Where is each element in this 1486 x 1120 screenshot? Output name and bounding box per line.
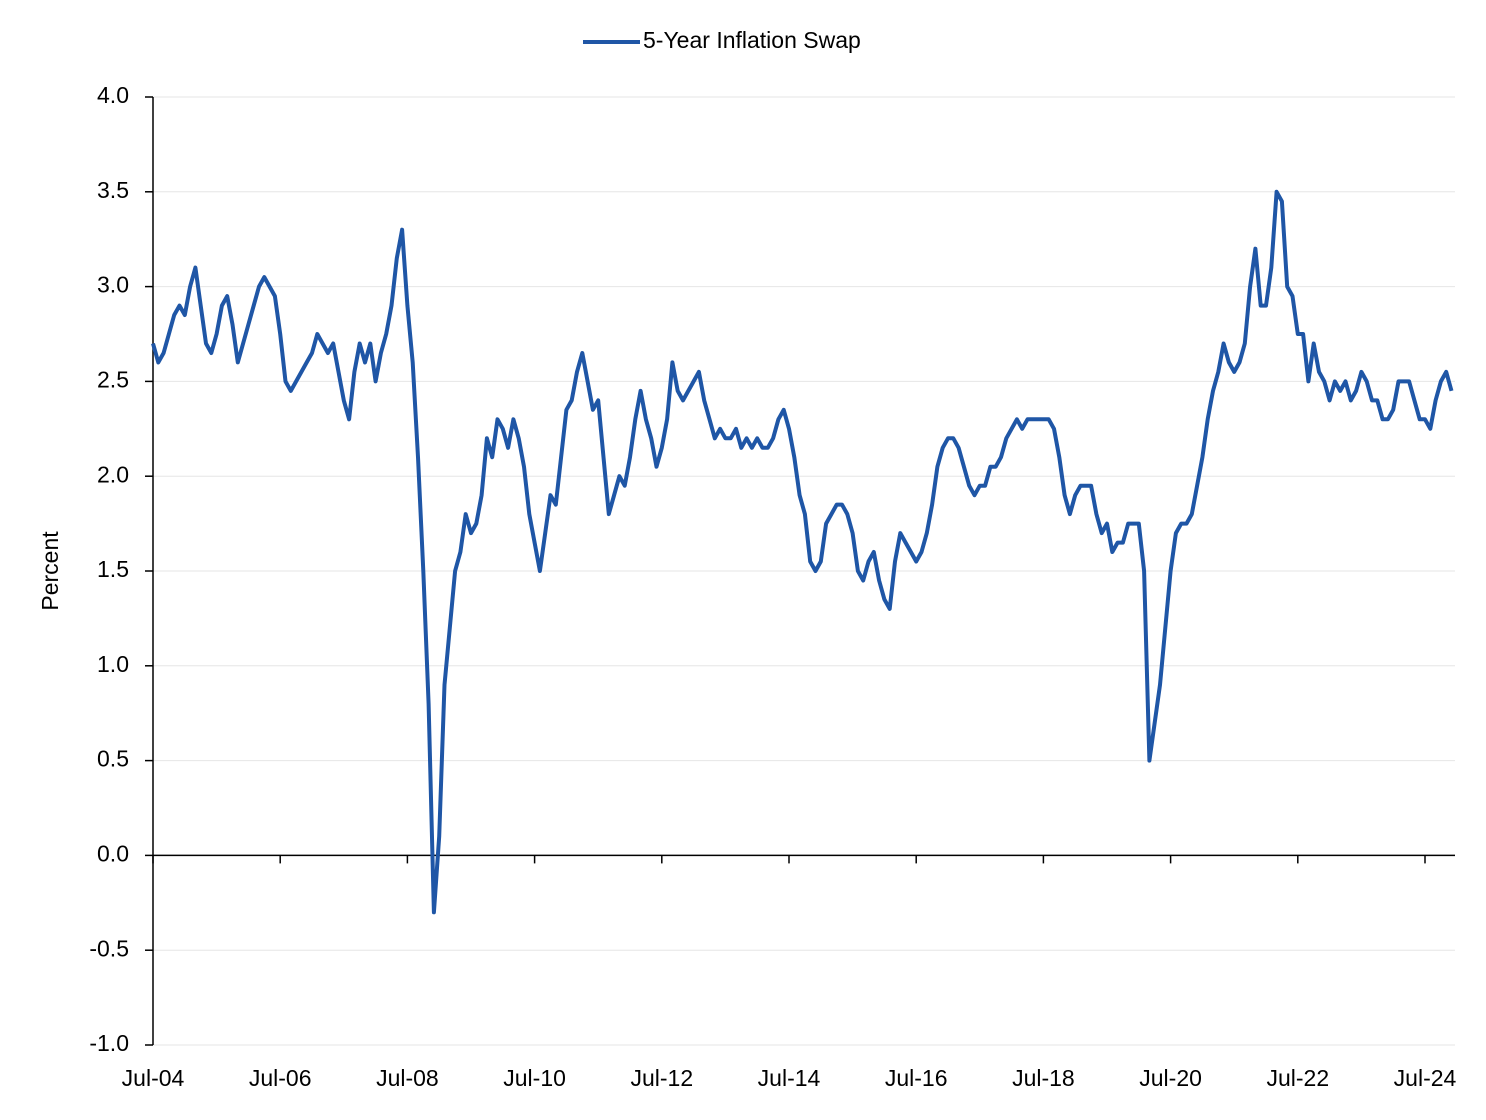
y-tick-label: -1.0 [89, 1030, 129, 1056]
y-axis-label: Percent [37, 531, 63, 611]
x-tick-label: Jul-06 [249, 1065, 312, 1091]
x-tick-label: Jul-18 [1012, 1065, 1075, 1091]
y-tick-label: -0.5 [89, 935, 129, 961]
x-tick-label: Jul-08 [376, 1065, 439, 1091]
y-tick-label: 1.5 [97, 556, 129, 582]
y-tick-label: 3.0 [97, 272, 129, 298]
y-tick-label: 0.0 [97, 840, 129, 866]
y-tick-label: 3.5 [97, 177, 129, 203]
legend-label: 5-Year Inflation Swap [643, 27, 861, 53]
line-series [151, 189, 1454, 915]
x-tick-label: Jul-22 [1266, 1065, 1329, 1091]
x-tick-label: Jul-10 [503, 1065, 566, 1091]
x-tick-label: Jul-04 [122, 1065, 185, 1091]
x-tick-label: Jul-14 [758, 1065, 821, 1091]
x-tick-label: Jul-20 [1139, 1065, 1202, 1091]
x-tick-label: Jul-12 [630, 1065, 693, 1091]
x-tick-label: Jul-16 [885, 1065, 948, 1091]
x-tick-label: Jul-24 [1394, 1065, 1457, 1091]
y-tick-label: 2.0 [97, 461, 129, 487]
y-tick-label: 2.5 [97, 366, 129, 392]
y-tick-label: 4.0 [97, 82, 129, 108]
y-tick-label: 1.0 [97, 651, 129, 677]
y-tick-label: 0.5 [97, 746, 129, 772]
